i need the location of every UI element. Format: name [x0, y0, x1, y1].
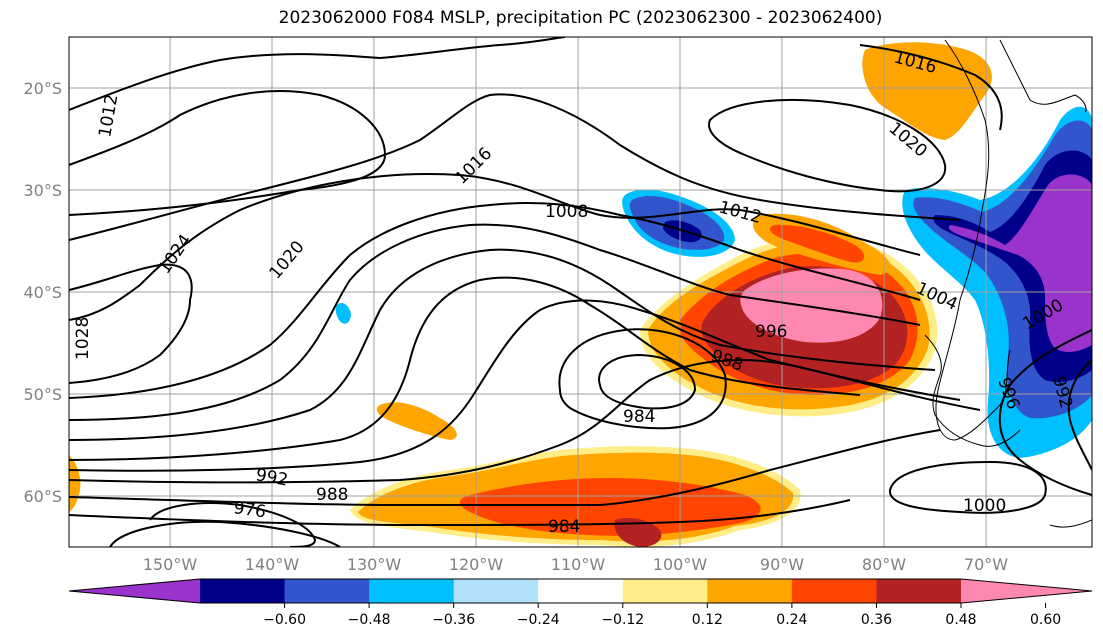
- colorbar-tick-label: 0.36: [861, 612, 892, 628]
- colorbar: −0.60 −0.48 −0.36 −0.24 −0.12 0.12 0.24 0.36 0.4…: [68, 578, 1093, 628]
- lat-label: 50°S: [23, 385, 62, 404]
- colorbar-extend-high: [961, 579, 1092, 603]
- isobar-label: 1028: [73, 317, 93, 360]
- colorbar-swatch: [284, 579, 370, 603]
- colorbar-swatch: [200, 579, 286, 603]
- isobar-label: 996: [755, 322, 787, 342]
- colorbar-tick-label: 0.48: [945, 612, 976, 628]
- lon-label: 140°W: [245, 555, 300, 574]
- precip-positive-shading: [69, 42, 992, 547]
- colorbar-swatch: [453, 579, 539, 603]
- colorbar-tick-label: −0.48: [348, 612, 391, 628]
- isobar-label: 1000: [963, 496, 1006, 516]
- colorbar-tick-label: 0.12: [692, 612, 723, 628]
- latitude-labels: 20°S 30°S 40°S 50°S 60°S: [23, 79, 62, 506]
- colorbar-tick-label: −0.60: [263, 612, 306, 628]
- lat-label: 60°S: [23, 487, 62, 506]
- colorbar-swatch: [707, 579, 793, 603]
- colorbar-swatch: [622, 579, 708, 603]
- colorbar-swatch: [538, 579, 624, 603]
- isobar-label: 984: [623, 407, 655, 427]
- colorbar-extend-low: [69, 579, 200, 603]
- isobars: [69, 37, 1092, 547]
- lon-label: 120°W: [449, 555, 504, 574]
- colorbar-swatch: [369, 579, 455, 603]
- isobar-label: 988: [316, 485, 348, 505]
- isobar-label: 1008: [545, 202, 588, 222]
- colorbar-swatch: [876, 579, 962, 603]
- coastline: [924, 39, 1092, 528]
- colorbar-tick-label: 0.24: [776, 612, 807, 628]
- colorbar-tick-label: −0.24: [517, 612, 560, 628]
- lon-label: 130°W: [347, 555, 402, 574]
- isobar-label: 976: [232, 498, 267, 522]
- precip-negative-shading: [335, 106, 1092, 458]
- lon-label: 80°W: [862, 555, 906, 574]
- lon-label: 150°W: [143, 555, 198, 574]
- lat-label: 40°S: [23, 283, 62, 302]
- colorbar-tick-label: 0.60: [1030, 612, 1061, 628]
- lon-label: 110°W: [551, 555, 606, 574]
- lon-label: 70°W: [964, 555, 1008, 574]
- map-frame: [68, 36, 1093, 548]
- colorbar-tick-label: −0.12: [601, 612, 644, 628]
- colorbar-tick-label: −0.36: [432, 612, 475, 628]
- colorbar-swatch: [791, 579, 877, 603]
- lat-label: 30°S: [23, 181, 62, 200]
- longitude-labels: 150°W 140°W 130°W 120°W 110°W 100°W 90°W…: [143, 555, 1008, 574]
- lat-label: 20°S: [23, 79, 62, 98]
- lon-label: 100°W: [653, 555, 708, 574]
- map-title: 2023062000 F084 MSLP, precipitation PC (…: [278, 8, 883, 28]
- lon-label: 90°W: [760, 555, 804, 574]
- isobar-label: 984: [548, 517, 580, 537]
